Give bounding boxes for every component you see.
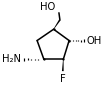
- Text: H₂N: H₂N: [2, 54, 21, 64]
- Text: HO: HO: [40, 2, 55, 12]
- Text: OH: OH: [87, 36, 102, 46]
- Polygon shape: [53, 19, 61, 29]
- Polygon shape: [62, 59, 64, 71]
- Text: F: F: [60, 74, 66, 84]
